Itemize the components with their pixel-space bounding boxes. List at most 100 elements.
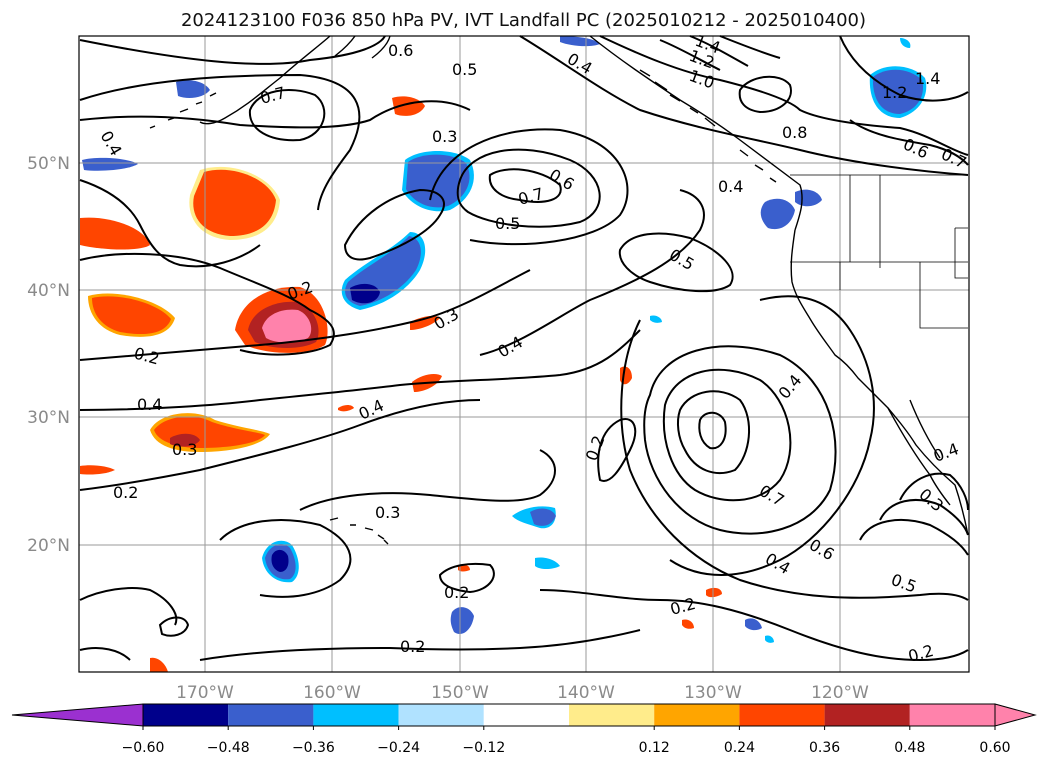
contour-label: 0.6 <box>546 165 578 194</box>
colorbar-bin <box>313 704 399 726</box>
pv-negative-blob <box>450 607 474 635</box>
bc-coast <box>589 35 803 231</box>
pv-positive-blob <box>338 405 354 412</box>
contour-label: 0.2 <box>113 483 138 502</box>
ivt-contours <box>79 35 969 662</box>
pv-negative-blob <box>535 557 560 569</box>
map-title: 2024123100 F036 850 hPa PV, IVT Landfall… <box>180 10 867 31</box>
pv-positive-blob <box>80 465 115 475</box>
latitude-labels: 50°N 40°N 30°N 20°N <box>27 154 70 556</box>
bc-islands <box>639 69 777 183</box>
colorbar-tick-label: −0.36 <box>292 740 335 756</box>
colorbar-bin <box>398 704 484 726</box>
pv-negative-blob <box>765 635 774 643</box>
colorbar-bin <box>228 704 314 726</box>
contour-label: 0.2 <box>906 641 936 666</box>
contour-label: 0.2 <box>668 594 698 619</box>
contour-label: 0.7 <box>258 83 288 108</box>
pv-positive-blob <box>92 296 171 335</box>
contour-label: 0.4 <box>495 332 527 361</box>
pv-positive-blob <box>193 169 276 236</box>
pv-positive-blob <box>170 433 200 447</box>
contour-label: 0.8 <box>782 123 807 142</box>
contour-label: 0.6 <box>388 41 413 60</box>
pv-positive-blob <box>682 619 694 629</box>
contour-label: 0.7 <box>516 184 546 209</box>
contour-label: 0.7 <box>756 481 788 510</box>
longitude-label: 150°W <box>431 683 489 703</box>
latitude-label: 30°N <box>27 408 70 428</box>
pv-negative-blob <box>82 157 138 171</box>
longitude-label: 130°W <box>684 683 742 703</box>
aleutian-islands <box>149 92 217 129</box>
colorbar-bin <box>739 704 825 726</box>
contour-label: 0.3 <box>432 127 457 146</box>
longitude-label: 170°W <box>176 683 234 703</box>
contour-label: 0.4 <box>931 439 961 466</box>
contour-label: 0.2 <box>132 344 162 369</box>
contour-label: 0.4 <box>564 49 596 78</box>
colorbar-bin <box>654 704 740 726</box>
longitude-labels: 170°W 160°W 150°W 140°W 130°W 120°W <box>176 683 869 703</box>
colorbar-tick-label: 0.36 <box>809 740 840 756</box>
contour-label: 0.4 <box>775 371 806 403</box>
pv-negative-blob <box>795 189 822 207</box>
hawaii-islands <box>329 517 389 545</box>
pv-negative-blob <box>176 80 210 98</box>
state-borders <box>790 174 968 329</box>
pv-negative-blob <box>745 618 762 631</box>
contour-label: 0.6 <box>900 134 931 162</box>
latitude-label: 20°N <box>27 536 70 556</box>
colorbar-tick-label: −0.12 <box>462 740 505 756</box>
contour-label: 0.5 <box>666 245 698 274</box>
graticule <box>79 36 969 672</box>
contour-label: 0.3 <box>431 304 463 333</box>
pv-negative-blob <box>271 549 289 572</box>
colorbar-tick-label: −0.60 <box>122 740 165 756</box>
colorbar-bin <box>569 704 655 726</box>
map-frame <box>78 35 970 673</box>
pv-negative-blob <box>350 283 380 304</box>
longitude-label: 160°W <box>303 683 361 703</box>
contour-label: 0.3 <box>915 485 947 516</box>
contour-label: 0.5 <box>452 60 477 79</box>
contour-label: 0.3 <box>375 503 400 522</box>
pv-negative-blob <box>900 38 911 48</box>
contour-label: 1.4 <box>915 69 940 88</box>
contour-label: 0.4 <box>356 396 387 424</box>
colorbar-tick-label: −0.24 <box>377 740 420 756</box>
longitude-label: 140°W <box>557 683 615 703</box>
contour-label: 0.3 <box>172 440 197 459</box>
pv-positive-blob <box>458 564 470 572</box>
alaska-coast <box>199 35 391 125</box>
longitude-label: 120°W <box>811 683 869 703</box>
pv-positive-blob <box>410 315 440 330</box>
colorbar-bin <box>483 704 569 726</box>
pv-negative-blob <box>406 154 470 208</box>
colorbar-tick-label: 0.60 <box>979 740 1010 756</box>
contour-label: 0.4 <box>718 177 743 196</box>
colorbar-over-extension <box>994 703 1037 727</box>
pv-negative-blob <box>872 69 924 114</box>
colorbar-bin <box>909 704 995 726</box>
contour-label: 1.0 <box>687 66 717 93</box>
colorbar-tick-label: −0.48 <box>207 740 250 756</box>
colorbar-under-extension <box>11 703 144 727</box>
us-west-coast <box>790 229 969 536</box>
colorbar-outline <box>142 703 996 727</box>
colorbar-bin <box>824 704 910 726</box>
pv-negative-blob <box>530 508 556 526</box>
pv-negative-blob <box>560 36 600 47</box>
pv-positive-blob <box>706 587 722 598</box>
contour-label: 0.5 <box>495 214 520 233</box>
contour-label: 0.2 <box>444 583 469 602</box>
pv-negative-blob <box>650 315 662 323</box>
colorbar-tick-label: 0.48 <box>894 740 925 756</box>
pv-positive-blob <box>262 309 312 343</box>
contour-label: 0.4 <box>137 395 162 414</box>
contour-label: 0.4 <box>97 128 126 160</box>
pv-positive-blob <box>80 217 150 250</box>
colorbar-tick-label: 0.24 <box>724 740 755 756</box>
contour-label: 1.2 <box>882 83 907 102</box>
